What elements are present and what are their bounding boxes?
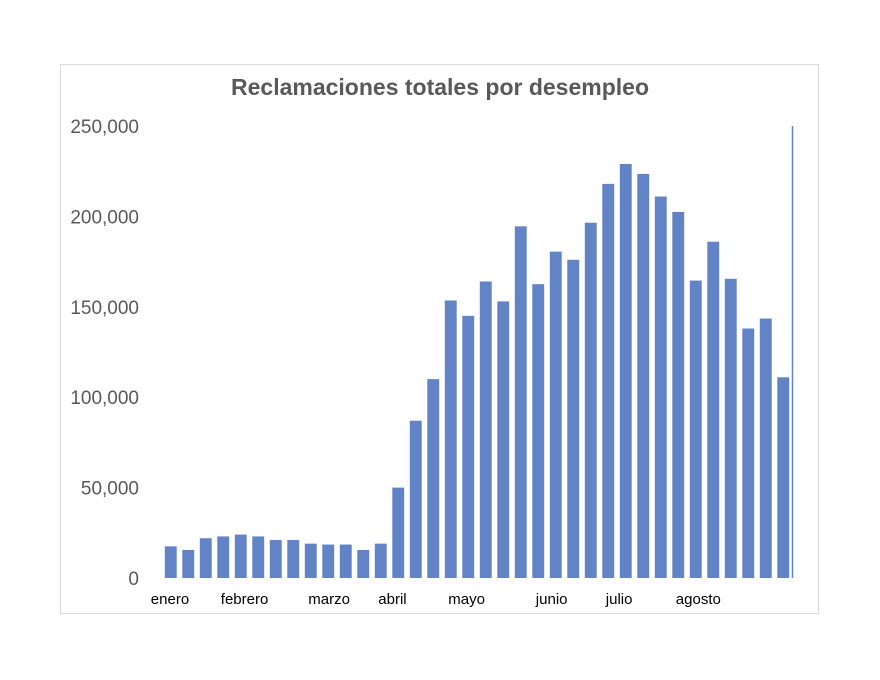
bar [462,315,475,578]
x-tick-label: enero [151,591,189,608]
bar [252,536,265,578]
x-tick-label: marzo [308,591,350,608]
bar [707,241,720,578]
x-axis: enero febrero marzo abril mayo junio julio agos… [151,126,794,608]
bar [532,284,545,578]
bar [322,544,335,578]
y-tick-label: 50,000 [81,479,139,500]
bar [182,549,195,578]
bar [689,280,702,578]
bar [427,379,440,578]
bar [724,278,737,578]
bar [497,301,510,578]
x-tick-label: febrero [221,591,269,608]
bar [392,487,405,578]
bar [567,259,580,578]
y-tick-label: 150,000 [70,298,139,319]
bar [199,538,212,578]
bar [374,543,387,578]
bar [234,534,247,578]
y-tick-label: 200,000 [70,207,139,228]
bar [287,540,300,578]
bar [654,196,667,578]
bar [549,251,562,578]
bar [584,222,597,579]
bar [164,546,177,578]
bar [602,183,615,579]
x-tick-label: abril [378,591,406,608]
bar [742,328,755,578]
bar [514,226,527,578]
x-tick-label: junio [535,591,568,608]
y-axis: 0 50,000 100,000 150,000 200,000 250,000 [70,117,139,590]
bar [637,173,650,578]
bar [759,318,772,578]
bar [479,281,492,578]
x-tick-label: julio [605,591,633,608]
bar [409,420,422,578]
chart-frame [60,64,819,614]
y-tick-label: 250,000 [70,117,139,138]
x-tick-label: mayo [448,591,485,608]
bar [357,549,370,578]
bar [339,544,352,578]
bar [619,163,632,578]
bar [672,211,685,578]
bar [777,377,790,578]
x-tick-label: agosto [676,591,721,608]
bar [304,543,317,578]
chart-title: Reclamaciones totales por desempleo [231,74,649,100]
bar [217,536,230,578]
y-tick-label: 0 [128,569,139,590]
bars [164,163,790,579]
y-tick-label: 100,000 [70,388,139,409]
bar [269,540,282,578]
bar [444,300,457,578]
